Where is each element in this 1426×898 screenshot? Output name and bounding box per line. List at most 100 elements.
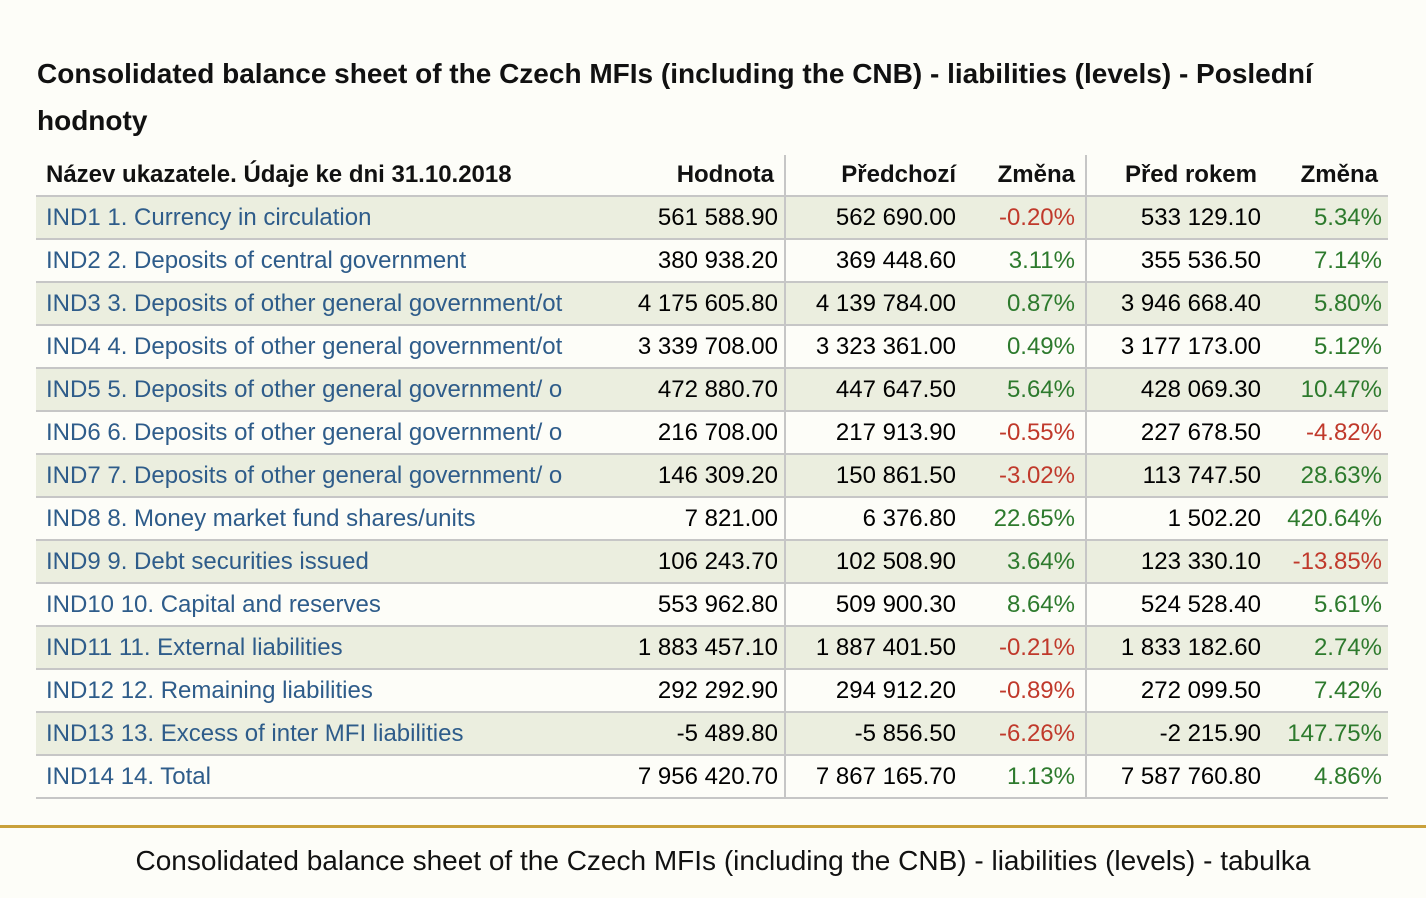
cell-year-ago: 227 678.50 xyxy=(1085,411,1267,455)
cell-change: -6.26% xyxy=(966,712,1086,756)
cell-year-change: 420.64% xyxy=(1267,497,1388,541)
cell-previous: 509 900.30 xyxy=(784,583,966,627)
cell-change: 1.13% xyxy=(966,755,1086,799)
table-row: IND11 11. External liabilities 1 883 457.… xyxy=(36,626,1388,670)
cell-value: 3 339 708.00 xyxy=(614,325,785,369)
cell-year-change: -13.85% xyxy=(1267,540,1388,584)
cell-year-change: 5.61% xyxy=(1267,583,1388,627)
cell-change: 3.11% xyxy=(966,239,1086,283)
cell-value: 7 956 420.70 xyxy=(614,755,785,799)
cell-year-ago: 123 330.10 xyxy=(1085,540,1267,584)
indicator-link[interactable]: IND7 7. Deposits of other general govern… xyxy=(36,454,614,498)
cell-previous: 369 448.60 xyxy=(784,239,966,283)
table-row: IND5 5. Deposits of other general govern… xyxy=(36,368,1388,412)
cell-year-change: -4.82% xyxy=(1267,411,1388,455)
cell-previous: 217 913.90 xyxy=(784,411,966,455)
cell-change: 8.64% xyxy=(966,583,1086,627)
indicator-link[interactable]: IND5 5. Deposits of other general govern… xyxy=(36,368,614,412)
cell-year-ago: 7 587 760.80 xyxy=(1085,755,1267,799)
cell-year-ago: -2 215.90 xyxy=(1085,712,1267,756)
table-row: IND6 6. Deposits of other general govern… xyxy=(36,411,1388,455)
table-row: IND10 10. Capital and reserves 553 962.80… xyxy=(36,583,1388,627)
cell-change: 5.64% xyxy=(966,368,1086,412)
cell-previous: 7 867 165.70 xyxy=(784,755,966,799)
cell-value: 106 243.70 xyxy=(614,540,785,584)
cell-previous: 294 912.20 xyxy=(784,669,966,713)
cell-year-ago: 428 069.30 xyxy=(1085,368,1267,412)
indicator-table: Název ukazatele. Údaje ke dni 31.10.2018… xyxy=(36,155,1388,799)
cell-change: -0.20% xyxy=(966,196,1086,240)
cell-year-ago: 355 536.50 xyxy=(1085,239,1267,283)
cell-value: 4 175 605.80 xyxy=(614,282,785,326)
indicator-link[interactable]: IND13 13. Excess of inter MFI liabilitie… xyxy=(36,712,614,756)
table-row: IND13 13. Excess of inter MFI liabilitie… xyxy=(36,712,1388,756)
cell-year-change: 7.14% xyxy=(1267,239,1388,283)
cell-year-ago: 533 129.10 xyxy=(1085,196,1267,240)
table-row: IND8 8. Money market fund shares/units 7 … xyxy=(36,497,1388,541)
header-year-ago: Před rokem xyxy=(1085,155,1267,197)
cell-previous: 4 139 784.00 xyxy=(784,282,966,326)
indicator-link[interactable]: IND2 2. Deposits of central government xyxy=(36,239,614,283)
cell-year-ago: 3 177 173.00 xyxy=(1085,325,1267,369)
table-row: IND12 12. Remaining liabilities 292 292.9… xyxy=(36,669,1388,713)
indicator-link[interactable]: IND1 1. Currency in circulation xyxy=(36,196,614,240)
table-row: IND14 14. Total 7 956 420.70 7 867 165.70 1… xyxy=(36,755,1388,799)
table-row: IND3 3. Deposits of other general govern… xyxy=(36,282,1388,326)
header-name: Název ukazatele. Údaje ke dni 31.10.2018 xyxy=(36,155,614,197)
table-header-row: Název ukazatele. Údaje ke dni 31.10.2018… xyxy=(36,155,1388,197)
cell-change: 0.49% xyxy=(966,325,1086,369)
table-row: IND1 1. Currency in circulation 561 588.9… xyxy=(36,196,1388,240)
header-change: Změna xyxy=(966,155,1086,197)
cell-year-change: 10.47% xyxy=(1267,368,1388,412)
cell-change: 22.65% xyxy=(966,497,1086,541)
indicator-link[interactable]: IND14 14. Total xyxy=(36,755,614,799)
cell-year-ago: 1 833 182.60 xyxy=(1085,626,1267,670)
cell-year-change: 147.75% xyxy=(1267,712,1388,756)
cell-year-ago: 524 528.40 xyxy=(1085,583,1267,627)
cell-previous: 3 323 361.00 xyxy=(784,325,966,369)
table-row: IND9 9. Debt securities issued 106 243.70… xyxy=(36,540,1388,584)
table-row: IND4 4. Deposits of other general govern… xyxy=(36,325,1388,369)
header-year-change: Změna xyxy=(1267,155,1388,197)
cell-year-change: 7.42% xyxy=(1267,669,1388,713)
table-row: IND2 2. Deposits of central government 38… xyxy=(36,239,1388,283)
cell-change: 0.87% xyxy=(966,282,1086,326)
cell-value: -5 489.80 xyxy=(614,712,785,756)
cell-year-change: 5.34% xyxy=(1267,196,1388,240)
cell-value: 472 880.70 xyxy=(614,368,785,412)
table-row: IND7 7. Deposits of other general govern… xyxy=(36,454,1388,498)
cell-year-change: 5.80% xyxy=(1267,282,1388,326)
page-title: Consolidated balance sheet of the Czech … xyxy=(37,58,1313,136)
cell-value: 1 883 457.10 xyxy=(614,626,785,670)
cell-previous: 6 376.80 xyxy=(784,497,966,541)
cell-change: -0.21% xyxy=(966,626,1086,670)
indicator-link[interactable]: IND3 3. Deposits of other general govern… xyxy=(36,282,614,326)
cell-year-change: 2.74% xyxy=(1267,626,1388,670)
cell-previous: 102 508.90 xyxy=(784,540,966,584)
indicator-link[interactable]: IND10 10. Capital and reserves xyxy=(36,583,614,627)
cell-year-ago: 272 099.50 xyxy=(1085,669,1267,713)
cell-change: -0.89% xyxy=(966,669,1086,713)
cell-year-change: 4.86% xyxy=(1267,755,1388,799)
cell-previous: 1 887 401.50 xyxy=(784,626,966,670)
cell-value: 553 962.80 xyxy=(614,583,785,627)
cell-value: 292 292.90 xyxy=(614,669,785,713)
indicator-link[interactable]: IND8 8. Money market fund shares/units xyxy=(36,497,614,541)
indicator-link[interactable]: IND6 6. Deposits of other general govern… xyxy=(36,411,614,455)
cell-previous: 562 690.00 xyxy=(784,196,966,240)
cell-value: 561 588.90 xyxy=(614,196,785,240)
cell-year-ago: 3 946 668.40 xyxy=(1085,282,1267,326)
indicator-link[interactable]: IND11 11. External liabilities xyxy=(36,626,614,670)
cell-value: 7 821.00 xyxy=(614,497,785,541)
cell-value: 380 938.20 xyxy=(614,239,785,283)
indicator-link[interactable]: IND4 4. Deposits of other general govern… xyxy=(36,325,614,369)
table-caption: Consolidated balance sheet of the Czech … xyxy=(135,845,1311,876)
indicator-link[interactable]: IND9 9. Debt securities issued xyxy=(36,540,614,584)
indicator-link[interactable]: IND12 12. Remaining liabilities xyxy=(36,669,614,713)
cell-value: 146 309.20 xyxy=(614,454,785,498)
cell-year-ago: 1 502.20 xyxy=(1085,497,1267,541)
cell-change: -3.02% xyxy=(966,454,1086,498)
cell-previous: 150 861.50 xyxy=(784,454,966,498)
footer-divider xyxy=(0,825,1426,828)
cell-year-change: 28.63% xyxy=(1267,454,1388,498)
